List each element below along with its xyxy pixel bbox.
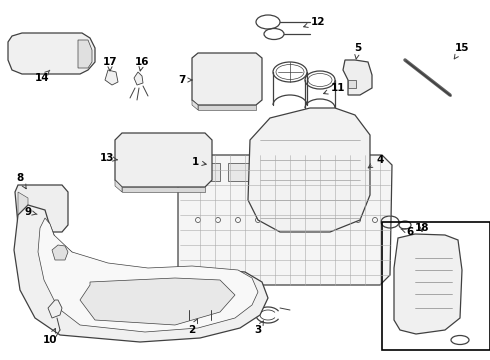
Text: 17: 17 [103, 57, 117, 71]
Polygon shape [52, 245, 68, 260]
Text: 16: 16 [135, 57, 149, 71]
Text: 6: 6 [401, 227, 414, 237]
Text: 8: 8 [16, 173, 26, 189]
Bar [382, 222, 490, 350]
Text: 12: 12 [304, 17, 325, 27]
Polygon shape [348, 80, 356, 88]
Bar [228, 163, 258, 181]
Bar [190, 163, 220, 181]
Bar [238, 62, 251, 90]
Text: 3: 3 [254, 321, 264, 335]
Text: 14: 14 [35, 70, 50, 83]
Polygon shape [248, 108, 370, 232]
Text: 4: 4 [368, 155, 384, 168]
Polygon shape [115, 133, 212, 187]
Polygon shape [15, 185, 68, 232]
Bar [268, 163, 298, 181]
Polygon shape [115, 180, 122, 192]
Polygon shape [80, 278, 235, 325]
Text: 15: 15 [454, 43, 469, 59]
Bar [202, 62, 215, 90]
Polygon shape [105, 70, 118, 85]
Polygon shape [8, 33, 95, 74]
Polygon shape [394, 234, 462, 334]
Polygon shape [192, 53, 262, 105]
Polygon shape [38, 218, 258, 332]
Text: 7: 7 [178, 75, 192, 85]
Polygon shape [192, 100, 198, 110]
Text: 2: 2 [188, 319, 197, 335]
Polygon shape [134, 72, 143, 85]
Polygon shape [48, 300, 62, 318]
Polygon shape [14, 205, 268, 342]
Polygon shape [178, 155, 392, 285]
Polygon shape [78, 40, 92, 68]
Polygon shape [122, 187, 205, 192]
Polygon shape [198, 105, 256, 110]
Text: 11: 11 [323, 83, 345, 94]
Polygon shape [18, 192, 28, 232]
Bar [220, 62, 233, 90]
Text: 9: 9 [24, 207, 37, 217]
Text: 10: 10 [43, 329, 57, 345]
Polygon shape [343, 60, 372, 95]
Text: 18: 18 [415, 223, 429, 233]
Text: 13: 13 [100, 153, 117, 163]
Text: 5: 5 [354, 43, 362, 59]
Text: 1: 1 [192, 157, 206, 167]
